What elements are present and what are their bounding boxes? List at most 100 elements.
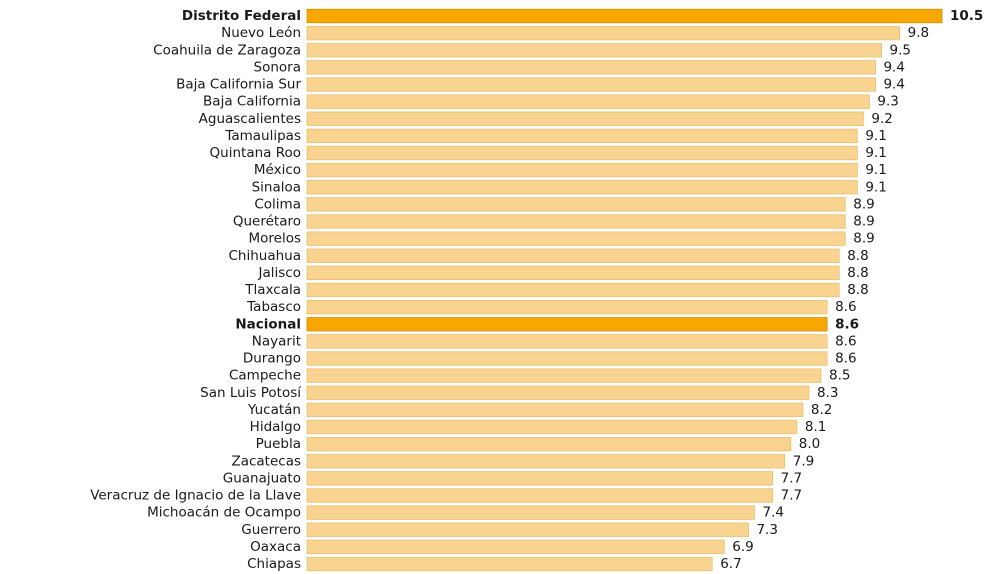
value-label: 6.9 <box>732 539 753 555</box>
category-label: Hidalgo <box>250 419 301 435</box>
category-label: Michoacán de Ocampo <box>147 505 301 521</box>
bar <box>306 265 840 281</box>
value-label: 10.5 <box>950 8 983 24</box>
category-label: Puebla <box>256 436 301 452</box>
value-label: 9.1 <box>865 162 886 178</box>
category-label: Nuevo León <box>221 25 301 41</box>
bar <box>306 128 858 144</box>
category-label: Colima <box>254 196 301 212</box>
bar <box>306 402 804 418</box>
bar <box>306 248 840 263</box>
value-label: 8.6 <box>835 299 856 315</box>
category-label: México <box>254 162 301 178</box>
bar <box>306 488 774 503</box>
category-label: Yucatán <box>247 402 301 418</box>
value-label: 8.3 <box>817 385 838 401</box>
value-label: 7.7 <box>781 488 802 504</box>
category-label: Querétaro <box>233 214 301 230</box>
category-label: Tlaxcala <box>244 282 301 298</box>
category-label: Coahuila de Zaragoza <box>153 42 301 58</box>
value-label: 8.9 <box>853 196 874 212</box>
value-label: 9.1 <box>865 128 886 144</box>
bar <box>306 556 713 572</box>
category-label: Tamaulipas <box>224 128 301 144</box>
value-label: 8.6 <box>835 316 859 332</box>
category-label: Aguascalientes <box>199 111 301 127</box>
bar <box>306 94 870 109</box>
value-label: 8.9 <box>853 231 874 247</box>
value-label: 7.7 <box>781 470 802 486</box>
value-label: 9.1 <box>865 179 886 195</box>
category-label: Guerrero <box>241 522 301 538</box>
value-label: 8.0 <box>799 436 820 452</box>
bar <box>306 334 828 349</box>
bar <box>306 505 755 520</box>
value-label: 8.5 <box>829 368 850 384</box>
category-label: Baja California Sur <box>176 77 301 93</box>
bar <box>306 368 822 383</box>
category-label: Campeche <box>229 368 301 384</box>
value-label: 9.3 <box>877 94 898 110</box>
value-label: 8.1 <box>805 419 826 435</box>
value-label: 8.6 <box>835 333 856 349</box>
bar <box>306 299 828 315</box>
value-label: 6.7 <box>720 556 741 572</box>
category-label: San Luis Potosí <box>200 385 302 401</box>
value-label: 7.9 <box>793 453 814 469</box>
bar <box>306 385 810 400</box>
bar <box>306 539 725 555</box>
value-label: 8.9 <box>853 214 874 230</box>
value-label: 8.8 <box>847 282 868 298</box>
value-label: 9.4 <box>883 77 904 93</box>
bar <box>306 180 858 195</box>
value-label: 8.6 <box>835 351 856 367</box>
category-label: Morelos <box>248 231 301 247</box>
category-label: Sonora <box>254 59 301 75</box>
category-label: Zacatecas <box>231 453 301 469</box>
category-label: Guanajuato <box>223 470 301 486</box>
category-label: Baja California <box>203 94 301 110</box>
value-label: 8.8 <box>847 265 868 281</box>
category-label: Tabasco <box>246 299 301 315</box>
bar <box>306 60 876 75</box>
value-label: 9.8 <box>908 25 929 41</box>
category-label: Nayarit <box>252 333 301 349</box>
value-label: 9.5 <box>890 42 911 58</box>
bar <box>306 162 858 178</box>
value-label: 7.3 <box>756 522 777 538</box>
bar <box>306 43 882 58</box>
category-label: Nacional <box>235 316 301 332</box>
bar <box>306 145 858 161</box>
bar <box>306 214 846 229</box>
bar <box>306 471 774 486</box>
bar <box>306 351 828 366</box>
category-label: Jalisco <box>258 265 301 281</box>
value-label: 7.4 <box>763 505 784 521</box>
value-label: 8.8 <box>847 248 868 264</box>
category-label: Veracruz de Ignacio de la Llave <box>90 488 301 504</box>
bar <box>306 77 876 92</box>
category-label: Distrito Federal <box>182 8 301 24</box>
bar <box>306 231 846 246</box>
bar <box>306 522 749 537</box>
category-label: Quintana Roo <box>210 145 301 161</box>
category-label: Durango <box>243 351 301 367</box>
value-label: 9.1 <box>865 145 886 161</box>
category-label: Chihuahua <box>228 248 301 264</box>
category-label: Sinaloa <box>252 179 301 195</box>
bar <box>306 282 840 298</box>
bar <box>306 436 792 452</box>
bar <box>306 197 846 212</box>
category-label: Chiapas <box>247 556 301 572</box>
category-label: Oaxaca <box>250 539 301 555</box>
bar <box>306 454 786 469</box>
bar <box>306 8 943 24</box>
bar <box>306 317 828 332</box>
value-label: 9.4 <box>883 59 904 75</box>
bar <box>306 111 864 126</box>
value-label: 8.2 <box>811 402 832 418</box>
value-label: 9.2 <box>871 111 892 127</box>
bar <box>306 25 901 41</box>
bar <box>306 419 798 435</box>
